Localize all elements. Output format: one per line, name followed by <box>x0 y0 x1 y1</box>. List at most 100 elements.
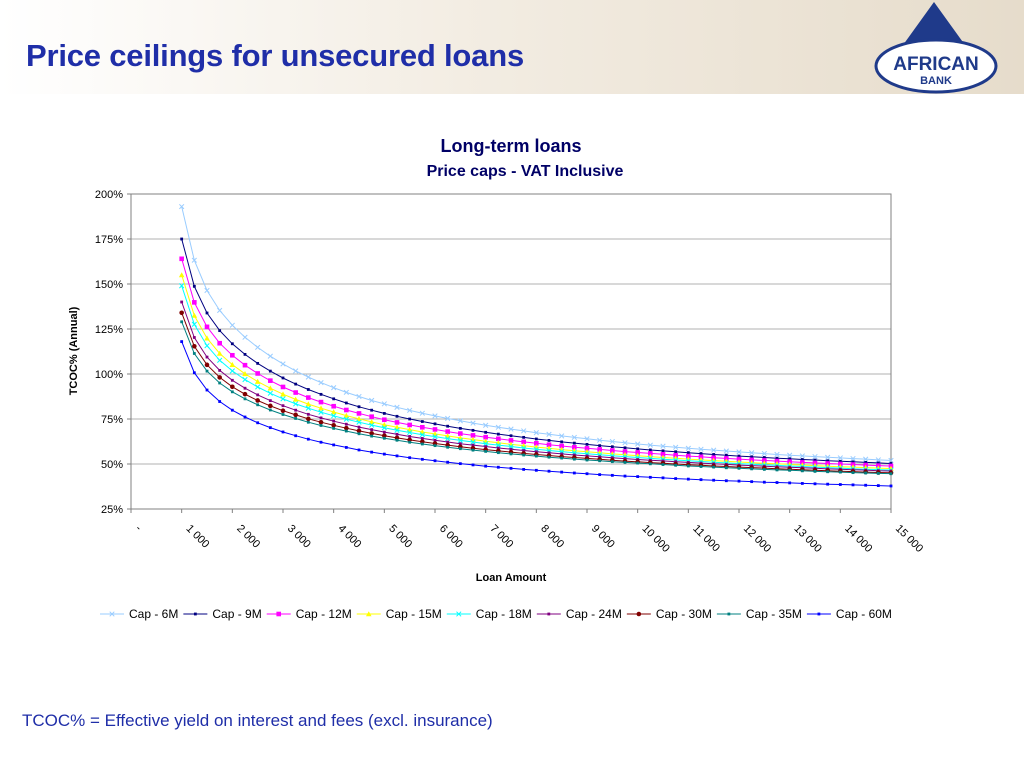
data-point <box>192 352 196 355</box>
data-point <box>547 469 551 473</box>
data-point <box>470 433 476 438</box>
data-point <box>319 440 323 444</box>
data-point <box>750 467 754 471</box>
data-point <box>509 447 513 451</box>
data-point <box>370 408 374 412</box>
data-point <box>369 431 374 436</box>
data-point <box>306 388 310 391</box>
data-point <box>850 455 856 462</box>
data-point <box>255 344 261 351</box>
data-point <box>204 362 210 368</box>
data-point <box>598 473 602 477</box>
data-point <box>281 376 285 380</box>
data-point <box>838 483 842 486</box>
data-point <box>522 435 526 439</box>
data-point <box>280 384 286 390</box>
data-point <box>572 444 577 450</box>
data-point <box>179 256 184 262</box>
data-point <box>800 458 804 461</box>
data-point <box>268 426 272 430</box>
data-point <box>357 448 361 452</box>
data-point <box>496 446 500 450</box>
data-point <box>484 464 488 468</box>
data-point <box>446 460 450 464</box>
y-axis-label: TCOC% (Annual) <box>68 306 80 395</box>
data-point <box>395 454 399 458</box>
data-point <box>382 436 386 440</box>
data-point <box>318 405 324 411</box>
data-point <box>788 468 792 472</box>
data-point <box>407 422 412 428</box>
data-point <box>623 446 627 450</box>
data-point <box>522 449 526 452</box>
series-cap-6m <box>179 203 894 464</box>
data-point <box>749 450 755 456</box>
data-point <box>813 458 817 462</box>
data-point <box>509 466 513 470</box>
data-point <box>572 441 576 445</box>
series-cap-12m <box>179 256 894 469</box>
data-point <box>737 466 741 470</box>
data-point <box>432 413 438 419</box>
data-point <box>851 483 855 487</box>
data-point <box>723 448 729 454</box>
data-point <box>332 397 336 401</box>
data-point <box>305 405 311 411</box>
data-point <box>445 429 450 434</box>
data-point <box>458 431 463 436</box>
data-point <box>826 482 830 486</box>
data-point <box>685 456 692 462</box>
data-point <box>382 452 386 456</box>
data-point <box>180 340 184 343</box>
data-point <box>356 416 362 422</box>
data-point <box>724 453 728 457</box>
data-point <box>622 449 628 454</box>
data-point <box>546 431 552 437</box>
data-point <box>218 329 222 333</box>
data-point <box>584 451 590 457</box>
data-point <box>445 435 451 442</box>
series-line <box>181 206 892 461</box>
data-point <box>647 442 653 448</box>
data-point <box>344 401 348 405</box>
data-point <box>571 450 577 456</box>
data-point <box>420 420 424 423</box>
data-point <box>546 442 552 448</box>
data-point <box>737 479 741 483</box>
legend-label: Cap - 18M <box>476 607 532 621</box>
data-point <box>306 437 310 441</box>
data-point <box>471 448 475 452</box>
legend-label: Cap - 15M <box>386 607 442 621</box>
series-line <box>181 258 892 467</box>
data-point <box>432 433 438 440</box>
data-point <box>229 361 236 367</box>
data-point <box>192 343 197 349</box>
legend-item: Cap - 6M <box>100 607 178 621</box>
data-point <box>875 457 881 463</box>
data-point <box>699 452 703 455</box>
data-point <box>179 203 185 210</box>
data-point <box>180 300 184 304</box>
data-point <box>711 455 716 460</box>
data-point <box>408 417 412 421</box>
data-point <box>230 342 234 346</box>
data-point <box>762 480 766 484</box>
data-point <box>496 451 500 455</box>
legend-item: Cap - 15M <box>356 607 442 621</box>
data-point <box>736 449 742 455</box>
data-point <box>408 456 412 460</box>
data-point <box>509 452 513 456</box>
data-point <box>280 361 286 367</box>
data-point <box>318 399 324 405</box>
data-point <box>370 428 374 432</box>
data-point <box>370 434 374 438</box>
data-point <box>343 412 350 418</box>
data-point <box>851 460 855 464</box>
x-axis-ticks: - 1 000 2 000 3 000 4 000 5 000 6 000 7 000 8 00… <box>130 509 925 555</box>
data-point <box>838 470 842 474</box>
data-point <box>660 443 666 449</box>
data-point <box>533 430 539 436</box>
legend-item: Cap - 30M <box>626 607 712 621</box>
data-point <box>331 423 336 428</box>
data-point <box>661 459 665 463</box>
